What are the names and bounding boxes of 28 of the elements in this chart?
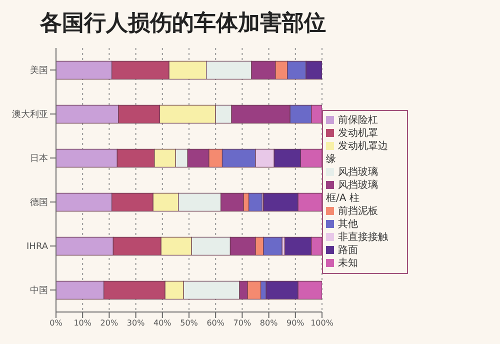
x-tick-label: 90% — [286, 318, 305, 328]
x-tick-label: 30% — [126, 318, 146, 328]
legend-label: 前保险杠 — [338, 115, 378, 126]
legend-label: 路面 — [338, 245, 358, 256]
legend-label: 发动机罩边缘 — [326, 141, 388, 165]
legend-label: 风挡玻璃 — [338, 167, 378, 178]
y-tick-label: 美国 — [30, 65, 48, 76]
x-tick-label: 80% — [260, 318, 278, 328]
legend-label: 非直接接触 — [338, 232, 388, 243]
x-tick-label: 20% — [100, 318, 118, 328]
x-tick-label: 100% — [310, 318, 334, 328]
legend-label: 未知 — [338, 258, 358, 269]
y-tick-label: 德国 — [30, 197, 48, 208]
y-tick-label: 中国 — [30, 285, 48, 296]
x-tick-label: 70% — [233, 318, 252, 328]
y-tick-label: IHRA — [26, 242, 49, 252]
y-tick-label: 澳大利亚 — [12, 109, 48, 120]
x-tick-label: 50% — [180, 318, 198, 328]
legend-label: 风挡玻璃框/A 柱 — [326, 180, 378, 204]
y-tick-label: 日本 — [30, 153, 48, 164]
legend-label: 发动机罩 — [338, 128, 378, 139]
x-tick-label: 10% — [74, 318, 92, 328]
legend-label: 前挡泥板 — [338, 206, 378, 217]
legend-label: 其他 — [338, 219, 358, 230]
x-tick-label: 0% — [50, 318, 63, 328]
x-tick-label: 40% — [154, 318, 172, 328]
x-tick-label: 60% — [206, 318, 225, 328]
chart-title: 各国行人损伤的车体加害部位 — [40, 10, 326, 38]
